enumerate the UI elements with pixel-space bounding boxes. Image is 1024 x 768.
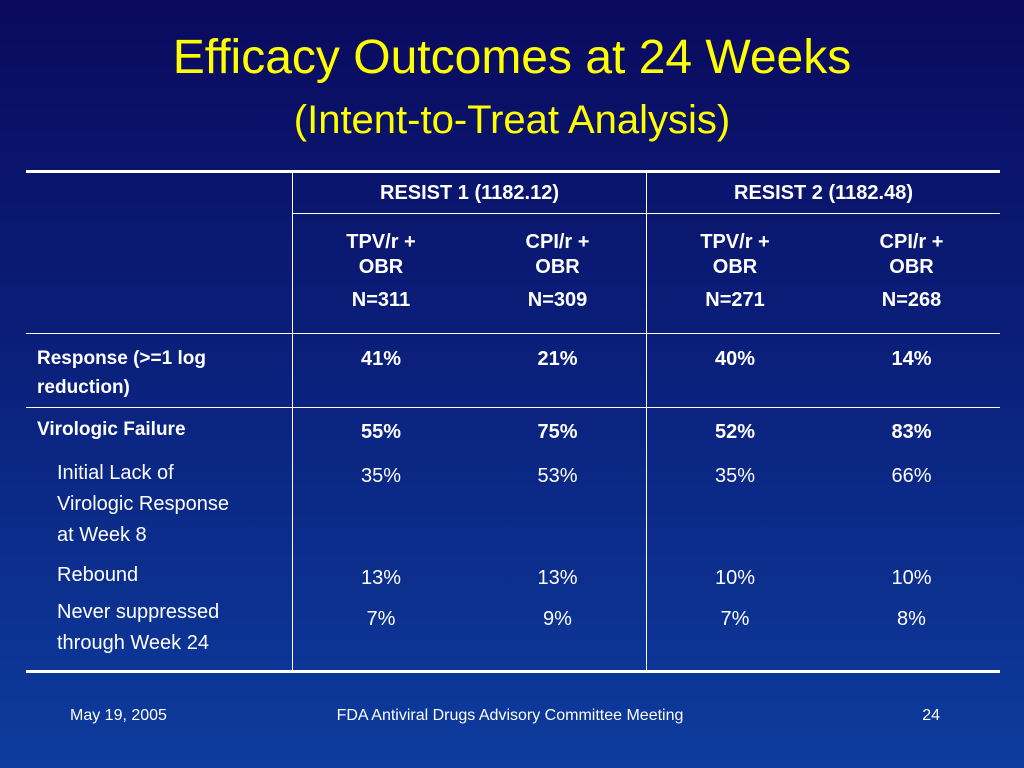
response-value: 41% — [360, 348, 402, 370]
row-label-line: through Week 24 — [57, 632, 209, 654]
initial-value: 35% — [360, 465, 402, 487]
initial-value: 53% — [537, 465, 578, 487]
arm-regimen: OBR — [712, 256, 758, 278]
response-value: 21% — [537, 348, 578, 370]
table-bottom-rule — [26, 670, 1000, 673]
row-label-line: at Week 8 — [57, 524, 147, 546]
header-bottom-rule — [26, 333, 1000, 334]
initial-value: 35% — [714, 465, 756, 487]
arm-n: N=311 — [351, 289, 411, 311]
never-value: 8% — [897, 608, 926, 630]
arm-name: CPI/r + — [879, 231, 944, 253]
failure-value: 52% — [714, 421, 756, 443]
row-label-initial-lack: Initial Lack of Virologic Response at We… — [57, 458, 289, 551]
row-label-rebound: Rebound — [57, 564, 139, 586]
rebound-value: 10% — [891, 567, 932, 589]
failure-value: 83% — [891, 421, 932, 443]
row-label-line: Initial Lack of — [57, 462, 174, 484]
rebound-value: 10% — [714, 567, 756, 589]
table-top-rule — [26, 170, 1000, 173]
row-label-line: Response (>=1 log — [37, 348, 206, 369]
rebound-value: 13% — [360, 567, 402, 589]
arm-n: N=268 — [881, 289, 942, 311]
response-bottom-rule — [26, 407, 1000, 408]
slide-title: Efficacy Outcomes at 24 Weeks — [172, 31, 852, 84]
arm-regimen: OBR — [535, 256, 580, 278]
arm-name: TPV/r + — [346, 231, 416, 253]
footer-date: May 19, 2005 — [70, 707, 167, 724]
never-value: 7% — [366, 608, 396, 630]
row-label-line: Never suppressed — [57, 601, 220, 623]
arm-name: CPI/r + — [525, 231, 590, 253]
arm-header: TPV/r + OBR N=271 — [647, 230, 823, 313]
label-column-rule — [292, 170, 293, 672]
arm-header: TPV/r + OBR N=311 — [293, 230, 469, 313]
never-value: 7% — [720, 608, 750, 630]
initial-value: 66% — [891, 465, 932, 487]
group-divider-rule — [646, 170, 647, 672]
rebound-value: 13% — [537, 567, 578, 589]
row-label-never-suppressed: Never suppressed through Week 24 — [57, 597, 289, 659]
arm-header: CPI/r + OBR N=268 — [823, 230, 1000, 313]
response-value: 40% — [714, 348, 756, 370]
arm-regimen: OBR — [889, 256, 934, 278]
row-label-response: Response (>=1 log reduction) — [37, 344, 287, 402]
footer-page-number: 24 — [922, 707, 940, 724]
row-label-virologic-failure: Virologic Failure — [37, 419, 186, 440]
failure-value: 75% — [537, 421, 578, 443]
group-header-resist1: RESIST 1 (1182.12) — [380, 182, 559, 204]
row-label-line: Virologic Response — [57, 493, 229, 515]
response-value: 14% — [891, 348, 932, 370]
failure-value: 55% — [360, 421, 402, 443]
arm-n: N=271 — [705, 289, 765, 311]
arm-header: CPI/r + OBR N=309 — [469, 230, 646, 313]
arm-name: TPV/r + — [700, 231, 770, 253]
group-header-resist2: RESIST 2 (1182.48) — [734, 182, 913, 204]
arm-regimen: OBR — [358, 256, 404, 278]
never-value: 9% — [543, 608, 572, 630]
arm-n: N=309 — [527, 289, 588, 311]
footer-meeting: FDA Antiviral Drugs Advisory Committee M… — [336, 707, 684, 724]
row-label-line: reduction) — [37, 377, 130, 398]
outcomes-table: RESIST 1 (1182.12) RESIST 2 (1182.48) TP… — [26, 170, 1000, 674]
slide-subtitle: (Intent-to-Treat Analysis) — [293, 98, 731, 142]
